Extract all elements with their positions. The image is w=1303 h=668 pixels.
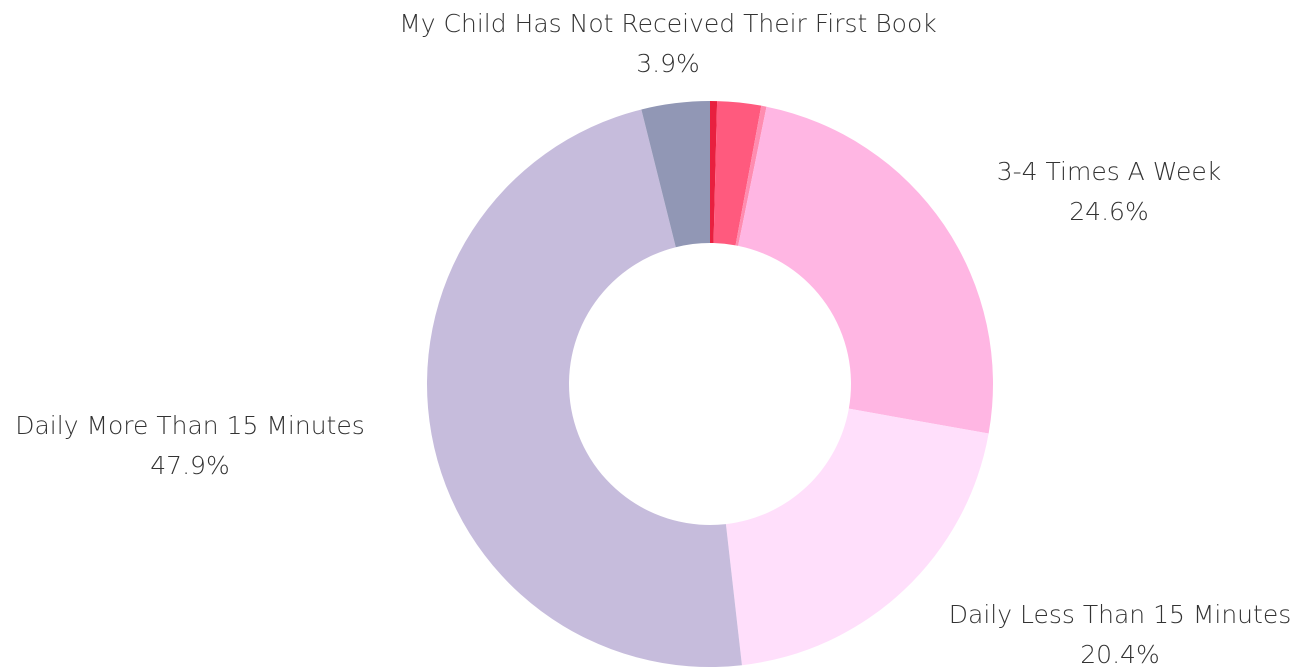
donut-slice — [713, 101, 762, 246]
donut-slice — [735, 105, 767, 246]
slice-value-label: 20.4% — [1080, 640, 1159, 668]
donut-slice — [738, 106, 993, 434]
donut-slice — [641, 101, 710, 248]
slice-label: My Child Has Not Received Their First Bo… — [399, 9, 937, 38]
slice-value-label: 47.9% — [150, 451, 229, 480]
slice-label: Daily More Than 15 Minutes — [15, 411, 365, 440]
donut-slice — [426, 109, 742, 668]
slice-label: Daily Less Than 15 Minutes — [949, 600, 1291, 629]
slice-label: 3-4 Times A Week — [997, 157, 1221, 186]
slice-value-label: 3.9% — [636, 49, 700, 78]
donut-slice — [725, 408, 989, 666]
donut-slice — [710, 101, 718, 244]
slice-value-label: 24.6% — [1069, 197, 1148, 226]
